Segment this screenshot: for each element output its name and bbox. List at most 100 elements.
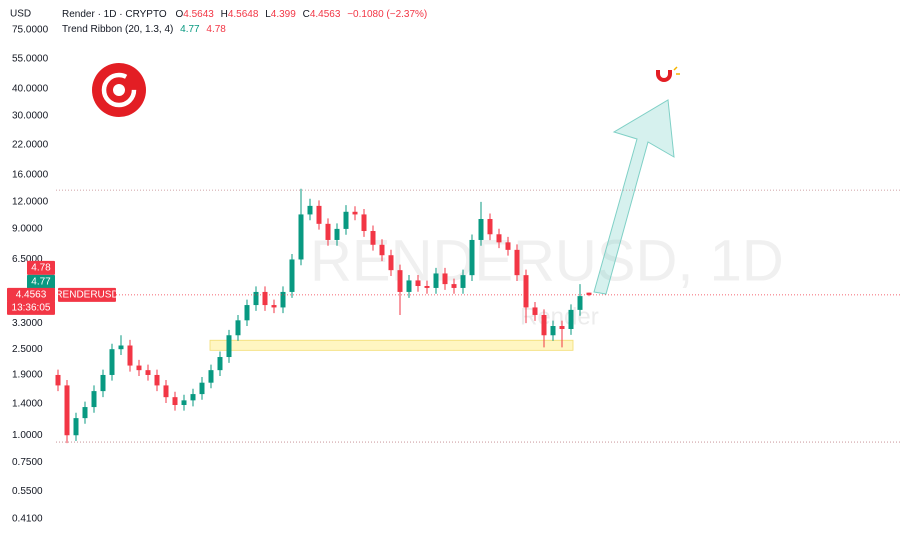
ribbon-value: 4.78 xyxy=(206,24,226,35)
logo xyxy=(92,63,146,117)
candle-body xyxy=(478,219,484,240)
candle-body xyxy=(253,291,259,306)
y-tick-label: 0.5500 xyxy=(12,486,43,497)
y-tick-label: 30.0000 xyxy=(12,110,49,121)
arrow xyxy=(593,99,675,295)
change: −0.1080 (−2.37%) xyxy=(347,9,427,20)
y-tick-label: 9.0000 xyxy=(12,224,43,235)
y-tick-label: 2.5000 xyxy=(12,344,43,355)
candle-body xyxy=(487,219,493,235)
candle-body xyxy=(424,285,430,288)
candle-body xyxy=(586,292,592,295)
ohlc-key: O xyxy=(175,9,183,20)
candle-body xyxy=(154,374,160,386)
ohlc-value: 4.399 xyxy=(271,9,296,20)
candle-body xyxy=(271,305,277,308)
candle-body xyxy=(55,374,61,386)
candle-body xyxy=(523,275,529,308)
candle-body xyxy=(514,249,520,276)
candle-body xyxy=(352,211,358,215)
candle-body xyxy=(442,273,448,285)
y-tick-label: 0.4100 xyxy=(12,514,43,525)
candle-body xyxy=(469,239,475,276)
candle-body xyxy=(127,345,133,366)
candle-body xyxy=(109,349,115,375)
candle-body xyxy=(118,345,124,350)
price-tag: 4.78 xyxy=(31,263,51,274)
ohlc-value: 4.5648 xyxy=(228,9,259,20)
candle-body xyxy=(298,214,304,260)
candle-body xyxy=(262,291,268,306)
price-tag-box xyxy=(27,274,55,289)
y-tick-label: 0.7500 xyxy=(12,457,43,468)
candle-body xyxy=(379,244,385,256)
candle-body xyxy=(163,385,169,398)
y-tick-label: 1.9000 xyxy=(12,370,43,381)
y-tick-label: 12.0000 xyxy=(12,197,49,208)
candle-body xyxy=(334,228,340,240)
candle-body xyxy=(73,418,79,436)
ribbon-name: Trend Ribbon (20, 1.3, 4) xyxy=(62,24,173,35)
candle-body xyxy=(388,255,394,271)
watermark: RENDERUSD, 1D xyxy=(310,228,784,293)
magnet-icon xyxy=(656,66,680,82)
candle-body xyxy=(496,234,502,243)
candle-body xyxy=(235,320,241,336)
candle-body xyxy=(316,205,322,224)
candle-body xyxy=(370,231,376,245)
legend-ribbon: Trend Ribbon (20, 1.3, 4) 4.77 4.78 xyxy=(62,24,226,35)
candle-body xyxy=(280,291,286,308)
candle-body xyxy=(559,326,565,329)
currency: USD xyxy=(10,9,31,20)
candle-body xyxy=(451,284,457,288)
y-tick-label: 1.0000 xyxy=(12,430,43,441)
candle-body xyxy=(226,335,232,358)
candle-body xyxy=(145,370,151,375)
candle-body xyxy=(91,391,97,408)
price-tag-box xyxy=(7,287,55,302)
plot xyxy=(53,29,900,520)
candle-body xyxy=(460,275,466,288)
y-tick-label: 6.5000 xyxy=(12,254,43,265)
price-tag: RENDERUSD xyxy=(55,290,118,301)
candle-body xyxy=(577,296,583,310)
ohlc-value: 4.5643 xyxy=(183,9,214,20)
candle-body xyxy=(244,305,250,321)
y-tick-label: 75.0000 xyxy=(12,24,49,35)
candle-body xyxy=(307,205,313,215)
y-tick-label: 22.0000 xyxy=(12,140,49,151)
candle-body xyxy=(208,370,214,383)
y-tick-label: 16.0000 xyxy=(12,170,49,181)
candle-body xyxy=(289,259,295,292)
candle-body xyxy=(532,307,538,315)
candle-body xyxy=(568,309,574,329)
y-tick-label: 55.0000 xyxy=(12,54,49,65)
watermark-sub: Render xyxy=(520,303,599,330)
price-tag: 4.77 xyxy=(31,277,51,288)
ohlc-key: C xyxy=(303,9,310,20)
ohlc-key: L xyxy=(265,9,271,20)
price-tag-box xyxy=(27,260,55,275)
candle-body xyxy=(136,365,142,371)
candle-body xyxy=(433,273,439,288)
candle-body xyxy=(397,270,403,292)
price-tag: 13:36:05 xyxy=(12,303,51,314)
candle-body xyxy=(64,385,70,436)
price-tag-box xyxy=(7,300,55,315)
candle-body xyxy=(190,394,196,401)
y-tick-label: 40.0000 xyxy=(12,83,49,94)
ohlc-value: 4.4563 xyxy=(310,9,341,20)
candle-body xyxy=(325,223,331,240)
symbol: Render · 1D · CRYPTO xyxy=(62,9,167,20)
candle-body xyxy=(181,400,187,405)
candle-body xyxy=(415,280,421,286)
candle-body xyxy=(505,242,511,250)
ribbon-value: 4.77 xyxy=(180,24,200,35)
price-tag-box xyxy=(58,287,116,302)
candle-body xyxy=(343,211,349,229)
support-zone xyxy=(209,339,574,351)
candle-body xyxy=(541,314,547,336)
candle-body xyxy=(199,382,205,395)
